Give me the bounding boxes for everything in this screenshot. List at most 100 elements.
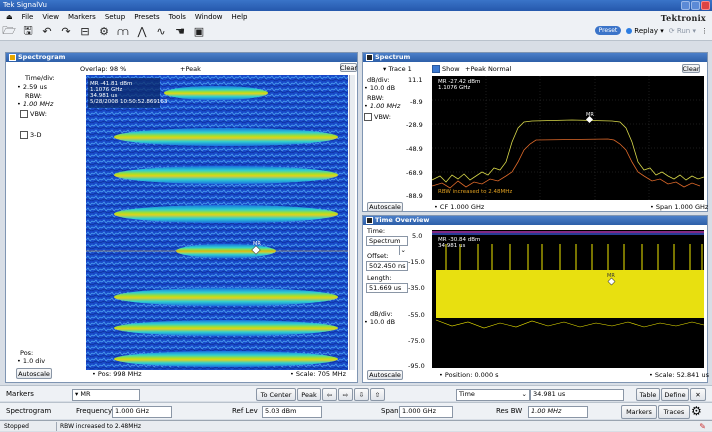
redo-icon[interactable]: ↷ (61, 25, 71, 38)
arrow-right-icon[interactable]: ⇨ (338, 388, 353, 401)
time-div-value[interactable]: • 2.59 us (17, 83, 47, 91)
pos-value[interactable]: • 1.0 div (17, 357, 46, 365)
marker-axis-select[interactable]: Time ⌄ (456, 389, 530, 401)
res-bw-label: Res BW (496, 407, 523, 415)
freq-scale[interactable]: • Scale: 705 MHz (290, 370, 347, 378)
menu-help[interactable]: Help (231, 13, 248, 21)
pencil-icon[interactable]: ✎ (699, 422, 706, 431)
spectrum-marker[interactable] (585, 115, 594, 124)
spectrum-rbw-value[interactable]: • 1.00 MHz (364, 102, 401, 110)
span-field[interactable]: 1.000 GHz (399, 406, 453, 418)
markers-settings-button[interactable]: Markers (621, 405, 657, 419)
spectrum-show-checkbox[interactable]: Show (432, 65, 460, 73)
time-trace-fill (436, 270, 704, 318)
menu-markers[interactable]: Markers (67, 13, 96, 21)
time-label: Time: (367, 227, 386, 235)
time-db-div-value[interactable]: • 10.0 dB (364, 318, 396, 326)
time-y-tick: -35.0 (408, 284, 425, 292)
close-icon[interactable]: ✕ (690, 388, 706, 401)
marker-select[interactable]: ▾ MR (72, 389, 140, 401)
close-window-button[interactable] (701, 1, 710, 10)
open-folder-icon[interactable]: 🗁 (2, 24, 16, 37)
spectrogram-scrollbar[interactable] (349, 75, 355, 370)
signal-icon[interactable]: ⋀ (137, 25, 147, 38)
spectrogram-vbw-checkbox[interactable]: VBW: (20, 110, 47, 118)
time-source-select[interactable]: Spectrum ⌄ (366, 236, 408, 255)
replay-button[interactable]: Replay ▾ (626, 27, 664, 35)
offset-field[interactable]: 502.450 ns (366, 261, 408, 271)
frequency-field[interactable]: 1.000 GHz (112, 406, 172, 418)
spectrum-marker-readout-1: MR -27.42 dBm (438, 79, 480, 85)
eject-icon[interactable]: ⏏ (6, 13, 13, 21)
maximize-button[interactable] (691, 1, 700, 10)
freq-position[interactable]: • Pos: 998 MHz (92, 370, 142, 378)
waveform-icon[interactable]: ∿ (156, 25, 166, 38)
menu-file[interactable]: File (21, 13, 34, 21)
hand-icon[interactable]: ☚ (175, 25, 185, 38)
spectrum-plot[interactable]: MR -27.42 dBm 1.1076 GHz MR RBW increase… (432, 76, 704, 200)
time-autoscale-button[interactable]: Autoscale (367, 370, 403, 380)
spectrum-title-bar: Spectrum (363, 53, 707, 62)
spectrogram-autoscale-button[interactable]: Autoscale (16, 368, 52, 379)
time-div-label: Time/div: (25, 74, 55, 82)
undo-icon[interactable]: ↶ (42, 25, 52, 38)
menu-tools[interactable]: Tools (168, 13, 186, 21)
threed-checkbox[interactable]: 3-D (20, 131, 42, 139)
marker-readout-line-3: 34.981 us (90, 93, 117, 99)
spectrogram-plot[interactable]: MR -41.81 dBm 1.1076 GHz 34.981 us 5/28/… (86, 75, 348, 370)
arrow-up-icon[interactable]: ⇧ (370, 388, 385, 401)
spectrum-trace-2 (432, 138, 701, 189)
spectrogram-rbw-value[interactable]: • 1.00 MHz (17, 100, 54, 108)
toolbar: 🗁 🖫 ↶ ↷ ⊟ ⚙ ⩋ ⋀ ∿ ☚ ▣ (0, 23, 712, 41)
settings-gear-icon[interactable]: ⚙ (691, 404, 702, 418)
spectrum-trace-select[interactable]: ▾ Trace 1 (383, 65, 412, 73)
minimize-button[interactable] (681, 1, 690, 10)
to-center-button[interactable]: To Center (256, 388, 296, 401)
spectrogram-clear-button[interactable]: Clear (340, 63, 357, 72)
menu-view[interactable]: View (42, 13, 59, 21)
spectrum-span[interactable]: • Span 1.000 GHz (650, 203, 709, 211)
pos-label: Pos: (20, 349, 34, 357)
preset-button[interactable]: Preset (594, 26, 622, 35)
spectrum-db-div-value[interactable]: • 10.0 dB (364, 84, 396, 92)
res-bw-field[interactable]: 1.00 MHz (528, 406, 588, 418)
measurement-icon[interactable]: ⩋ (117, 24, 129, 38)
arrow-left-icon[interactable]: ⇦ (322, 388, 337, 401)
length-field[interactable]: 51.669 us (366, 283, 408, 293)
spectrum-vbw-checkbox[interactable]: VBW: (364, 113, 391, 121)
define-button[interactable]: Define (661, 388, 689, 401)
time-y-tick: -95.0 (408, 362, 425, 370)
save-icon[interactable]: 🖫 (23, 24, 33, 37)
window-title-bar: Tek SignalVu (0, 0, 712, 11)
time-scale[interactable]: • Scale: 52.841 us (649, 371, 709, 379)
window-layout-icon[interactable]: ⊟ (80, 25, 90, 38)
ref-lev-field[interactable]: 5.03 dBm (262, 406, 322, 418)
checkbox-icon (364, 113, 372, 121)
run-button[interactable]: ⟳ Run ▾ (668, 26, 696, 35)
peak-button[interactable]: Peak (297, 388, 321, 401)
print-icon[interactable]: ▣ (193, 25, 205, 38)
spectrum-clear-button[interactable]: Clear (682, 64, 700, 73)
time-overview-title-bar: Time Overview (363, 216, 707, 225)
menu-window[interactable]: Window (194, 13, 223, 21)
time-position[interactable]: • Position: 0.000 s (439, 371, 499, 379)
menu-presets[interactable]: Presets (134, 13, 160, 21)
table-button[interactable]: Table (636, 388, 660, 401)
menu-setup[interactable]: Setup (104, 13, 126, 21)
spectrum-y-tick: 11.1 (408, 76, 423, 84)
arrow-down-icon[interactable]: ⇩ (354, 388, 369, 401)
time-overview-icon (366, 217, 373, 224)
marker-time-field[interactable]: 34.981 us (530, 389, 624, 401)
more-options-icon[interactable]: ⋮ (701, 26, 708, 35)
traces-button[interactable]: Traces (658, 405, 690, 419)
overlap-label: Overlap: 98 % (80, 65, 127, 73)
spectrum-rbw-label: RBW: (367, 94, 384, 102)
spectrum-cf[interactable]: • CF 1.000 GHz (434, 203, 485, 211)
settings-gear-icon[interactable]: ⚙ (99, 25, 109, 38)
time-marker[interactable] (607, 277, 616, 286)
markers-bar-label: Markers (6, 389, 34, 398)
spectrogram-marker[interactable] (251, 245, 261, 255)
time-y-tick: -55.0 (408, 311, 425, 319)
spectrum-autoscale-button[interactable]: Autoscale (367, 202, 403, 212)
time-overview-plot[interactable]: MR -30.84 dBm 34.981 us MR (432, 230, 704, 368)
